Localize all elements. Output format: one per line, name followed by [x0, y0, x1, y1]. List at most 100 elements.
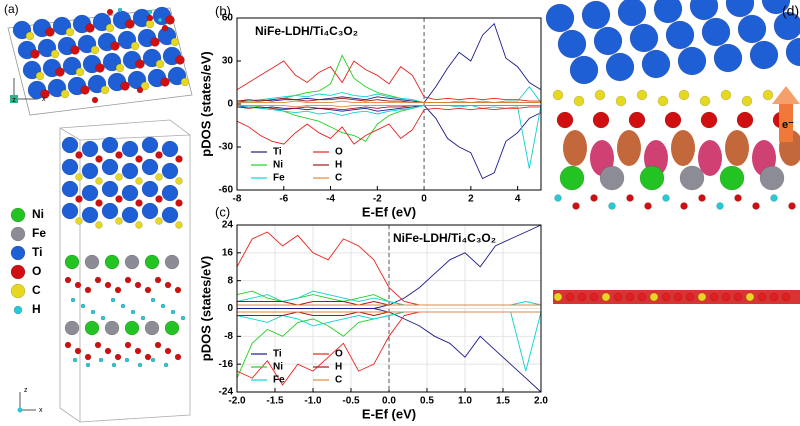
- atom: [110, 297, 116, 303]
- atom: [110, 41, 120, 51]
- atom: [136, 86, 144, 94]
- atom: [745, 292, 755, 302]
- atom: [164, 254, 180, 270]
- chart-title: NiFe-LDH/Ti₄C₃O₂: [255, 24, 358, 38]
- atom: [75, 217, 83, 225]
- atom: [608, 202, 616, 210]
- atom: [130, 309, 136, 315]
- atom: [95, 155, 103, 163]
- atom: [10, 283, 26, 299]
- atom: [95, 199, 103, 207]
- atom: [662, 194, 670, 202]
- atom: [175, 177, 183, 185]
- atom: [90, 309, 96, 315]
- atom: [150, 297, 156, 303]
- atom: [124, 357, 130, 363]
- atom: [689, 0, 719, 21]
- atom: [10, 226, 26, 242]
- atom: [121, 140, 139, 158]
- charge-lobe: [725, 130, 749, 166]
- atom: [134, 347, 142, 355]
- atom: [74, 281, 82, 289]
- atom: [637, 292, 647, 302]
- atom: [91, 96, 99, 104]
- atom: [140, 315, 146, 321]
- x-tick-label: 2: [468, 194, 474, 205]
- atom: [170, 309, 176, 315]
- atom: [163, 362, 169, 368]
- atom: [61, 180, 79, 198]
- atom: [25, 31, 35, 41]
- atom: [105, 23, 115, 33]
- atom: [60, 89, 70, 99]
- atom: [164, 320, 180, 336]
- atom: [135, 155, 143, 163]
- atom: [101, 202, 119, 220]
- atom: [165, 15, 175, 25]
- legend-label: Fe: [273, 375, 285, 386]
- atom: [625, 292, 635, 302]
- chart-title: NiFe-LDH/Ti₄C₃O₂: [393, 231, 496, 245]
- atom: [701, 17, 731, 47]
- atom: [636, 89, 648, 101]
- atom: [10, 245, 26, 261]
- atom: [749, 40, 779, 70]
- atom: [115, 217, 123, 225]
- atom: [84, 286, 92, 294]
- legend-label: C: [335, 375, 342, 386]
- atom: [164, 347, 172, 355]
- atom: [106, 8, 114, 16]
- atom: [572, 202, 580, 210]
- atom: [134, 281, 142, 289]
- atom: [590, 194, 598, 202]
- atom: [599, 165, 625, 191]
- atom: [70, 45, 80, 55]
- panel-label: (c): [215, 204, 230, 219]
- atom: [50, 49, 60, 59]
- atom: [141, 158, 159, 176]
- atom: [40, 89, 50, 99]
- atom: [716, 202, 724, 210]
- atom: [559, 165, 585, 191]
- atom: [697, 292, 707, 302]
- legend-label: H: [32, 302, 41, 316]
- atom: [733, 292, 743, 302]
- atom: [101, 136, 119, 154]
- x-axis-title: E-Ef (eV): [362, 406, 416, 421]
- axis-label: z: [12, 97, 16, 104]
- atom: [653, 0, 683, 24]
- atom: [104, 320, 120, 336]
- atom: [175, 199, 183, 207]
- atom: [124, 276, 132, 284]
- atom: [770, 194, 778, 202]
- atom: [554, 194, 562, 202]
- atom: [75, 195, 83, 203]
- atom: [144, 353, 152, 361]
- atom: [581, 0, 611, 30]
- atom: [161, 140, 179, 158]
- atom: [94, 341, 102, 349]
- atom: [545, 3, 575, 33]
- plot-frame: [236, 17, 542, 191]
- legend-label: C: [32, 283, 41, 297]
- atom: [81, 140, 99, 158]
- atom: [75, 173, 83, 181]
- atom: [700, 111, 718, 129]
- atom: [601, 292, 611, 302]
- legend-label: C: [335, 173, 342, 184]
- atom: [130, 41, 140, 51]
- y-tick-label: 16: [222, 247, 234, 258]
- dos-line: [236, 106, 541, 145]
- atom: [552, 89, 564, 101]
- atom: [174, 353, 182, 361]
- y-tick-label: 60: [222, 13, 234, 24]
- y-tick-label: 24: [222, 220, 234, 231]
- atom: [713, 43, 743, 73]
- x-tick-label: -4: [326, 194, 335, 205]
- legend-label: Ti: [273, 147, 282, 158]
- atom: [628, 111, 646, 129]
- dos-line: [236, 60, 541, 102]
- y-tick-label: 0: [227, 303, 233, 314]
- atom: [74, 347, 82, 355]
- x-tick-label: -8: [233, 194, 242, 205]
